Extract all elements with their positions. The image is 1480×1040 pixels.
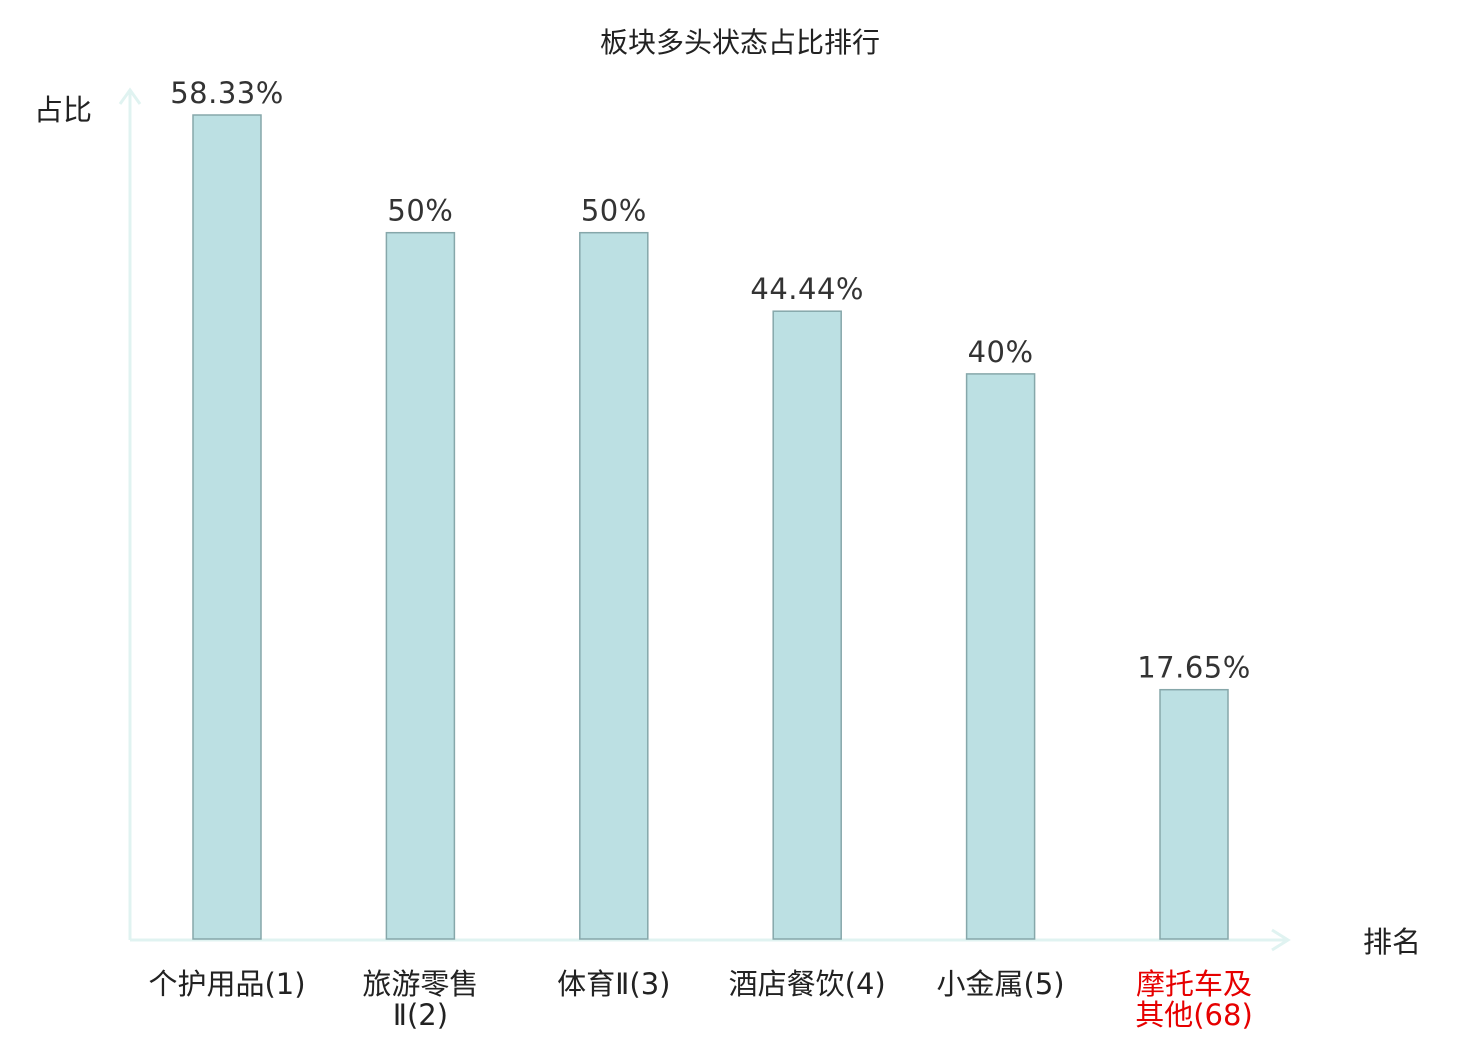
bar-5 — [965, 373, 1036, 940]
x-tick-label-2: 旅游零售 Ⅱ(2) — [362, 967, 478, 1032]
bar-1 — [192, 114, 262, 940]
x-tick-label-6: 摩托车及其他(68) — [1135, 967, 1253, 1032]
chart-title: 板块多头状态占比排行 — [600, 26, 880, 59]
y-axis-arrow — [118, 87, 142, 105]
value-label-5: 40% — [968, 335, 1034, 369]
x-tick-labels: 个护用品(1) 旅游零售 Ⅱ(2) 体育Ⅱ(3) 酒店餐饮(4) 小金属(5) 摩托车及其他… — [148, 967, 1252, 1032]
x-tick-label-1: 个护用品(1) — [148, 967, 305, 1001]
x-tick-label-line: 旅游零售 — [362, 967, 478, 1001]
x-tick-label-line: 酒店餐饮(4) — [729, 967, 886, 1001]
x-axis-arrow — [1271, 928, 1291, 952]
bar-2 — [385, 231, 456, 940]
x-tick-label-5: 小金属(5) — [937, 967, 1065, 1001]
x-tick-label-line: 体育Ⅱ(3) — [557, 967, 670, 1001]
y-axis-title: 占比 — [34, 93, 92, 127]
x-tick-label-line: 小金属(5) — [937, 967, 1065, 1001]
value-label-6: 17.65% — [1137, 651, 1251, 685]
value-label-4: 44.44% — [750, 272, 864, 306]
value-labels: 58.33% 50% 50% 44.44% 40% 17.65% — [170, 76, 1251, 685]
value-label-3: 50% — [581, 194, 647, 228]
axes — [118, 87, 1291, 952]
x-tick-label-line: Ⅱ(2) — [393, 998, 448, 1032]
x-tick-label-line: 摩托车及 — [1136, 967, 1252, 1001]
bars — [192, 114, 1229, 940]
x-tick-label-line: 其他(68) — [1135, 998, 1253, 1032]
x-tick-label-line: 个护用品(1) — [148, 967, 305, 1001]
bar-3 — [579, 231, 649, 940]
value-label-2: 50% — [387, 194, 453, 228]
bar-6 — [1159, 688, 1229, 940]
x-tick-label-3: 体育Ⅱ(3) — [557, 967, 670, 1001]
value-label-1: 58.33% — [170, 76, 284, 110]
bar-4 — [772, 310, 842, 940]
x-axis-title: 排名 — [1363, 925, 1421, 959]
x-tick-label-4: 酒店餐饮(4) — [729, 967, 886, 1001]
